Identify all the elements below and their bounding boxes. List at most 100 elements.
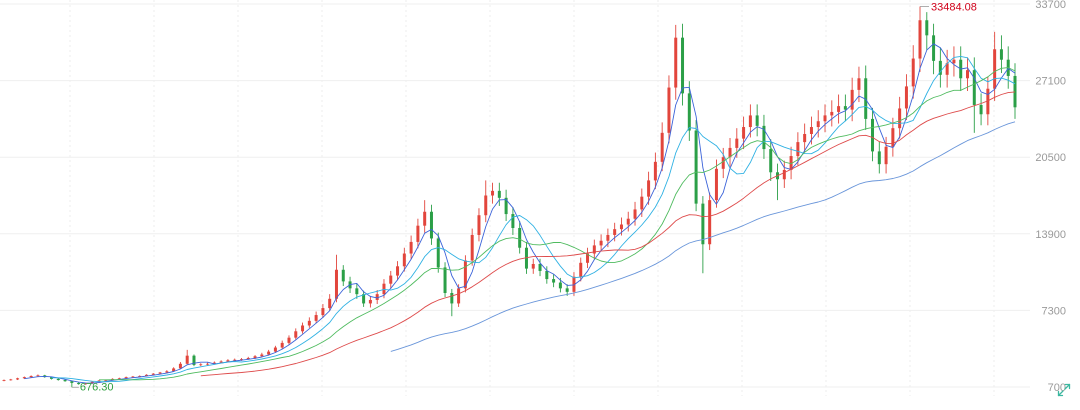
candle-body <box>83 383 87 385</box>
candle-body <box>660 132 664 162</box>
candle <box>898 96 902 139</box>
candle-body <box>36 375 40 377</box>
candle-body <box>837 106 841 112</box>
candle-body <box>409 241 413 254</box>
candle-body <box>368 299 372 304</box>
candle-body <box>599 240 603 246</box>
candle <box>328 294 332 311</box>
candle-body <box>653 161 657 181</box>
candle <box>409 235 413 260</box>
candle-body <box>864 78 868 119</box>
candle-body <box>613 229 617 235</box>
candle <box>531 258 535 274</box>
candle <box>830 100 834 127</box>
candle <box>314 311 318 324</box>
candle-body <box>830 111 834 116</box>
candle-body <box>463 260 467 289</box>
candle-body <box>769 149 773 173</box>
grid <box>0 0 1030 396</box>
candle <box>871 107 875 162</box>
candle <box>497 182 501 206</box>
candle-body <box>314 315 318 321</box>
candle-body <box>891 128 895 147</box>
candle-body <box>572 276 576 292</box>
candle-body <box>966 70 970 79</box>
candle-body <box>640 196 644 210</box>
candle-body <box>823 115 827 122</box>
candle-body <box>728 147 732 158</box>
candle-body <box>932 35 936 61</box>
expand-button[interactable] <box>1056 382 1072 398</box>
candle-body <box>579 262 583 277</box>
candle <box>389 270 393 289</box>
candle <box>966 57 970 92</box>
candle <box>63 379 67 382</box>
candle-body <box>124 377 128 379</box>
candle-body <box>911 58 915 87</box>
candle <box>416 218 420 249</box>
candle-body <box>9 379 13 381</box>
candle-body <box>904 86 908 109</box>
candle-body <box>511 214 515 228</box>
candle-body <box>273 347 277 352</box>
candle <box>586 247 590 269</box>
candle-body <box>796 142 800 157</box>
candle <box>206 362 210 366</box>
candle-body <box>307 320 311 326</box>
candle-body <box>63 380 67 382</box>
candle-body <box>993 49 997 89</box>
candle-body <box>708 200 712 245</box>
candle-body <box>334 269 338 299</box>
candle-body <box>402 253 406 267</box>
candle <box>396 261 400 281</box>
candle-body <box>396 266 400 276</box>
candle-body <box>212 362 216 364</box>
candle-body <box>233 359 237 361</box>
candle <box>687 81 691 141</box>
candle <box>165 370 169 374</box>
candle-body <box>531 263 535 269</box>
candle-body <box>219 361 223 363</box>
moving-average-line <box>390 121 1016 352</box>
expand-icon[interactable] <box>1056 382 1072 398</box>
candle <box>334 254 338 303</box>
candle-body <box>178 363 182 369</box>
candle-body <box>545 270 549 280</box>
candle-body <box>972 70 976 105</box>
candle-body <box>49 377 53 379</box>
candle-body <box>328 298 332 309</box>
candle <box>504 189 508 222</box>
candle <box>56 378 60 381</box>
candle-body <box>491 190 495 196</box>
candle <box>803 123 807 152</box>
candle-body <box>626 218 630 225</box>
y-tick-label: 20500 <box>1035 152 1066 164</box>
moving-averages <box>24 43 1016 384</box>
candle <box>877 141 881 174</box>
candle-body <box>782 169 786 180</box>
candle-body <box>518 227 522 248</box>
candle <box>36 374 40 377</box>
candle-body <box>999 49 1003 60</box>
candle <box>423 200 427 233</box>
candle <box>667 75 671 144</box>
candle-body <box>762 125 766 150</box>
candle-body <box>850 89 854 110</box>
candle-body <box>56 378 60 381</box>
candle <box>538 258 542 277</box>
candle-body <box>701 203 705 245</box>
candle <box>511 207 515 235</box>
candle <box>742 116 746 150</box>
candle <box>572 272 576 296</box>
candle-body <box>755 115 759 126</box>
candle <box>599 234 603 252</box>
candle-body <box>816 121 820 128</box>
candle-body <box>1013 75 1017 108</box>
candle-body <box>138 375 142 377</box>
y-tick-label: 27100 <box>1035 76 1066 88</box>
candle <box>1013 63 1017 119</box>
candle-body <box>436 238 440 268</box>
candle <box>273 345 277 353</box>
candle <box>491 182 495 204</box>
candle-body <box>714 168 718 201</box>
